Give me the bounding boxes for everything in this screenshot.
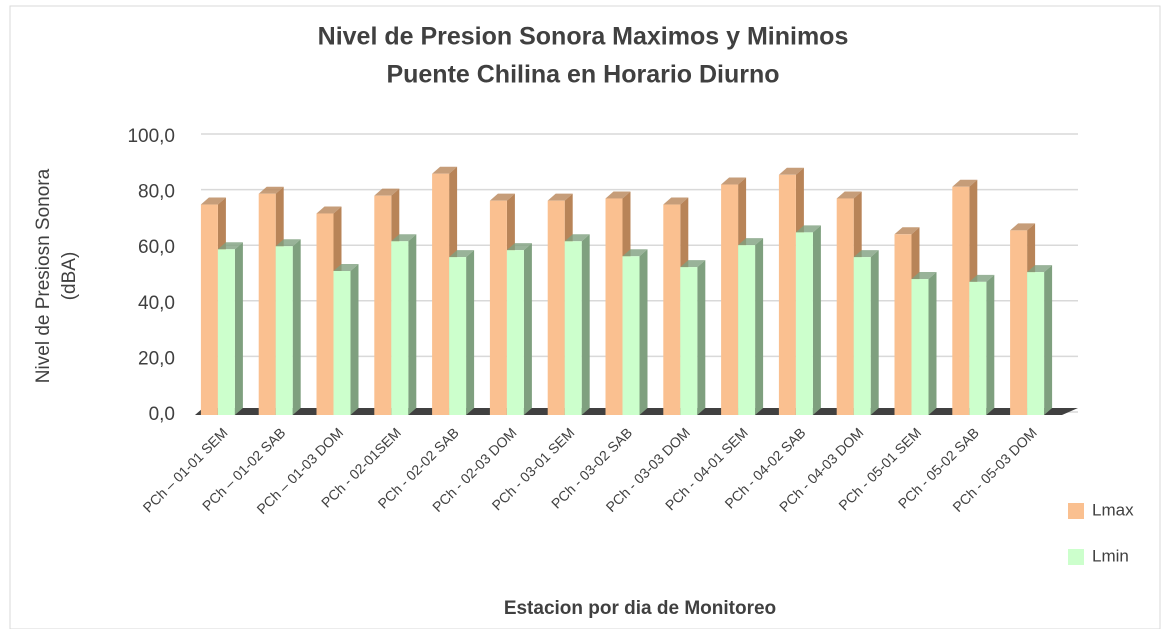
bar xyxy=(969,281,987,415)
bar xyxy=(738,245,756,415)
bar xyxy=(547,200,565,415)
bar xyxy=(258,193,276,415)
bar xyxy=(564,241,582,415)
y-tick-label: 60,0 xyxy=(138,237,175,258)
bar-side xyxy=(292,239,301,415)
bar-top xyxy=(836,191,862,199)
legend-label: Lmin xyxy=(1092,546,1129,565)
y-tick-label: 40,0 xyxy=(138,293,175,314)
bar xyxy=(432,173,450,415)
bar-top xyxy=(489,193,515,201)
bar-side xyxy=(234,242,243,415)
bar-top xyxy=(391,234,417,242)
bar-side xyxy=(466,250,475,415)
chart-title: Puente Chilina en Horario Diurno xyxy=(386,61,779,89)
bar xyxy=(217,249,235,415)
bar xyxy=(911,279,929,415)
bar xyxy=(1027,272,1045,415)
bar-top xyxy=(316,206,342,214)
legend-swatch xyxy=(1068,549,1084,565)
bar-top xyxy=(911,272,937,280)
bar xyxy=(449,257,467,415)
bar xyxy=(333,270,351,415)
bar-side xyxy=(697,260,706,415)
bar-top xyxy=(853,250,879,258)
bar xyxy=(374,195,392,415)
bar-top xyxy=(778,167,804,175)
bar xyxy=(778,174,796,415)
bar-top xyxy=(275,239,301,247)
bar-top xyxy=(217,242,243,250)
bar-side xyxy=(812,225,821,415)
bar-top xyxy=(738,238,764,246)
bar-top xyxy=(506,243,532,251)
bar-side xyxy=(581,234,590,415)
bar-side xyxy=(523,243,532,415)
y-axis-label: Nivel de Presiosn Sonora xyxy=(33,168,54,383)
bar xyxy=(316,213,334,415)
bar-top xyxy=(622,249,648,257)
bar-top xyxy=(969,274,995,282)
bar xyxy=(795,232,813,415)
bar-top xyxy=(374,188,400,196)
bar xyxy=(721,184,739,415)
bar-top xyxy=(449,250,475,258)
bar-top xyxy=(333,263,359,271)
bar xyxy=(622,256,640,415)
bar-top xyxy=(663,197,689,205)
bar xyxy=(836,198,854,415)
bar-top xyxy=(1027,265,1053,273)
bar xyxy=(275,246,293,415)
x-axis-label: Estacion por dia de Monitoreo xyxy=(504,598,776,619)
bar xyxy=(200,204,218,415)
bar-top xyxy=(564,234,590,242)
bar-side xyxy=(1044,265,1053,415)
bar xyxy=(663,204,681,415)
legend-label: Lmax xyxy=(1092,500,1134,519)
bar-side xyxy=(870,250,879,415)
bar-top xyxy=(680,260,706,268)
bar xyxy=(1010,230,1028,415)
bar-side xyxy=(928,272,937,415)
bar-top xyxy=(795,225,821,233)
y-tick-label: 20,0 xyxy=(138,348,175,369)
bar xyxy=(391,241,409,415)
bar xyxy=(952,186,970,415)
bar-side xyxy=(986,274,995,415)
bar-top xyxy=(1010,223,1036,231)
bar-side xyxy=(639,249,648,415)
bar-top xyxy=(432,166,458,174)
y-tick-label: 100,0 xyxy=(127,126,175,147)
bar xyxy=(605,198,623,415)
bar-side xyxy=(350,263,359,415)
bar xyxy=(680,267,698,415)
bar-top xyxy=(721,177,747,185)
bar xyxy=(894,234,912,415)
bar xyxy=(489,200,507,415)
y-tick-label: 80,0 xyxy=(138,182,175,203)
bar-top xyxy=(894,227,920,235)
bar-top xyxy=(258,186,284,194)
bar xyxy=(853,257,871,415)
bar-side xyxy=(408,234,417,415)
bar-top xyxy=(605,191,631,199)
bar-top xyxy=(547,193,573,201)
legend-swatch xyxy=(1068,503,1084,519)
y-axis-label: (dBA) xyxy=(59,252,80,301)
bar-top xyxy=(952,179,978,187)
y-tick-label: 0,0 xyxy=(149,404,175,425)
chart-title: Nivel de Presion Sonora Maximos y Minimo… xyxy=(318,23,849,51)
bar-side xyxy=(755,238,764,415)
bar-top xyxy=(200,197,226,205)
bar xyxy=(506,250,524,415)
